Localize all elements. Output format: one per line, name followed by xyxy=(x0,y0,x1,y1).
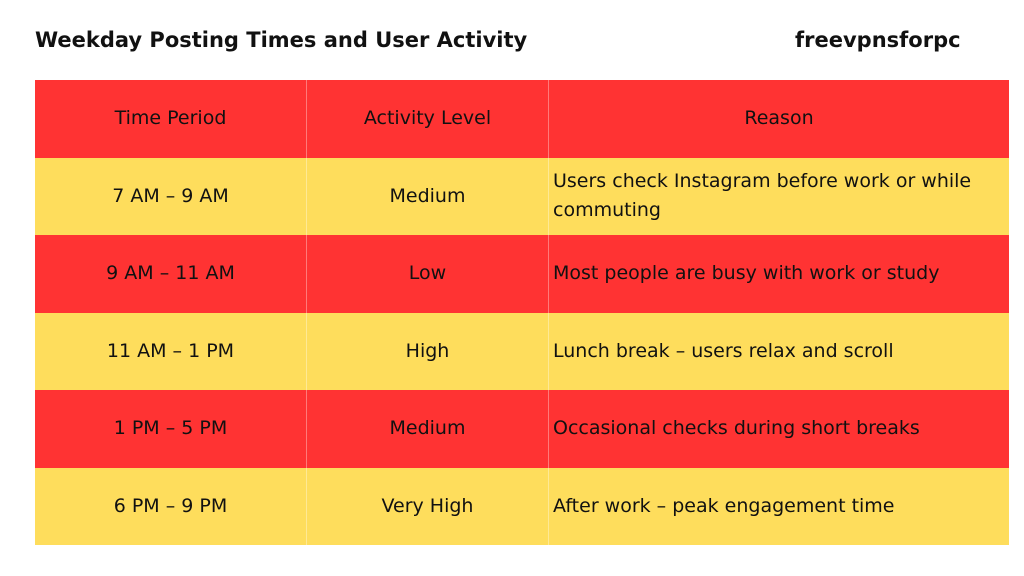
time-period-cell: 11 AM – 1 PM xyxy=(35,312,307,390)
reason-cell: After work – peak engagement time xyxy=(553,494,895,517)
activity-level-cell: Low xyxy=(306,235,549,313)
time-period-cell: 1 PM – 5 PM xyxy=(35,390,307,468)
table-row: 6 PM – 9 PM Very High After work – peak … xyxy=(35,467,1009,545)
column-header-time-period: Time Period xyxy=(35,80,307,158)
activity-level-cell: Medium xyxy=(306,390,549,468)
reason-cell: Users check Instagram before work or whi… xyxy=(553,170,972,222)
table-row: 1 PM – 5 PM Medium Occasional checks dur… xyxy=(35,390,1009,468)
time-period-cell: 9 AM – 11 AM xyxy=(35,235,307,313)
activity-level-cell: High xyxy=(306,312,549,390)
reason-cell: Most people are busy with work or study xyxy=(553,262,940,285)
page-title: Weekday Posting Times and User Activity xyxy=(35,28,528,52)
table-row: 11 AM – 1 PM High Lunch break – users re… xyxy=(35,312,1009,390)
posting-times-table: Time Period Activity Level Reason 7 AM –… xyxy=(35,80,1009,545)
activity-level-cell: Medium xyxy=(306,157,549,235)
table-row: 7 AM – 9 AM Medium Users check Instagram… xyxy=(35,157,1009,235)
column-header-activity-level: Activity Level xyxy=(306,80,549,158)
reason-cell: Lunch break – users relax and scroll xyxy=(553,339,894,362)
activity-level-cell: Very High xyxy=(306,467,549,545)
column-header-reason: Reason xyxy=(744,107,814,130)
reason-cell: Occasional checks during short breaks xyxy=(553,417,920,440)
brand-label: freevpnsforpc xyxy=(795,28,961,52)
table-row: 9 AM – 11 AM Low Most people are busy wi… xyxy=(35,235,1009,313)
time-period-cell: 7 AM – 9 AM xyxy=(35,157,307,235)
time-period-cell: 6 PM – 9 PM xyxy=(35,467,307,545)
table-header-row: Time Period Activity Level Reason xyxy=(35,80,1009,158)
